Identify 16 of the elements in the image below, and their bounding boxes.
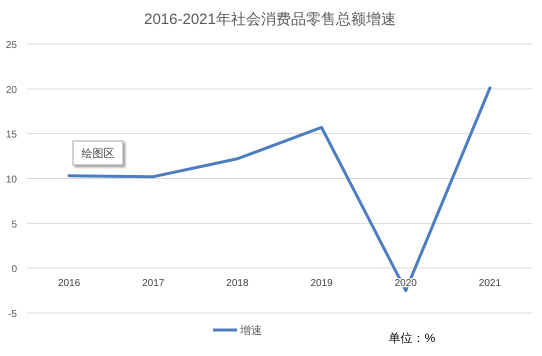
annotation: 绘图区	[82, 148, 114, 160]
xtick: 2017	[142, 278, 164, 290]
ytick: 25	[6, 40, 17, 51]
ytick: 10	[6, 174, 17, 186]
ytick: 15	[6, 130, 17, 141]
ytick: -5	[8, 309, 17, 320]
xtick: 2021	[478, 278, 502, 290]
legend-text: 增速	[240, 325, 262, 337]
ytick: 0	[11, 264, 17, 276]
xtick: 2018	[226, 278, 249, 290]
ytick: 5	[11, 219, 17, 230]
ytick: 20	[6, 84, 17, 96]
annotation: 单位：%	[388, 331, 436, 345]
xtick: 2016	[58, 278, 80, 290]
title: 2016-2021年社会消费品零售总额增速	[144, 11, 396, 28]
xtick: 2019	[310, 278, 333, 290]
